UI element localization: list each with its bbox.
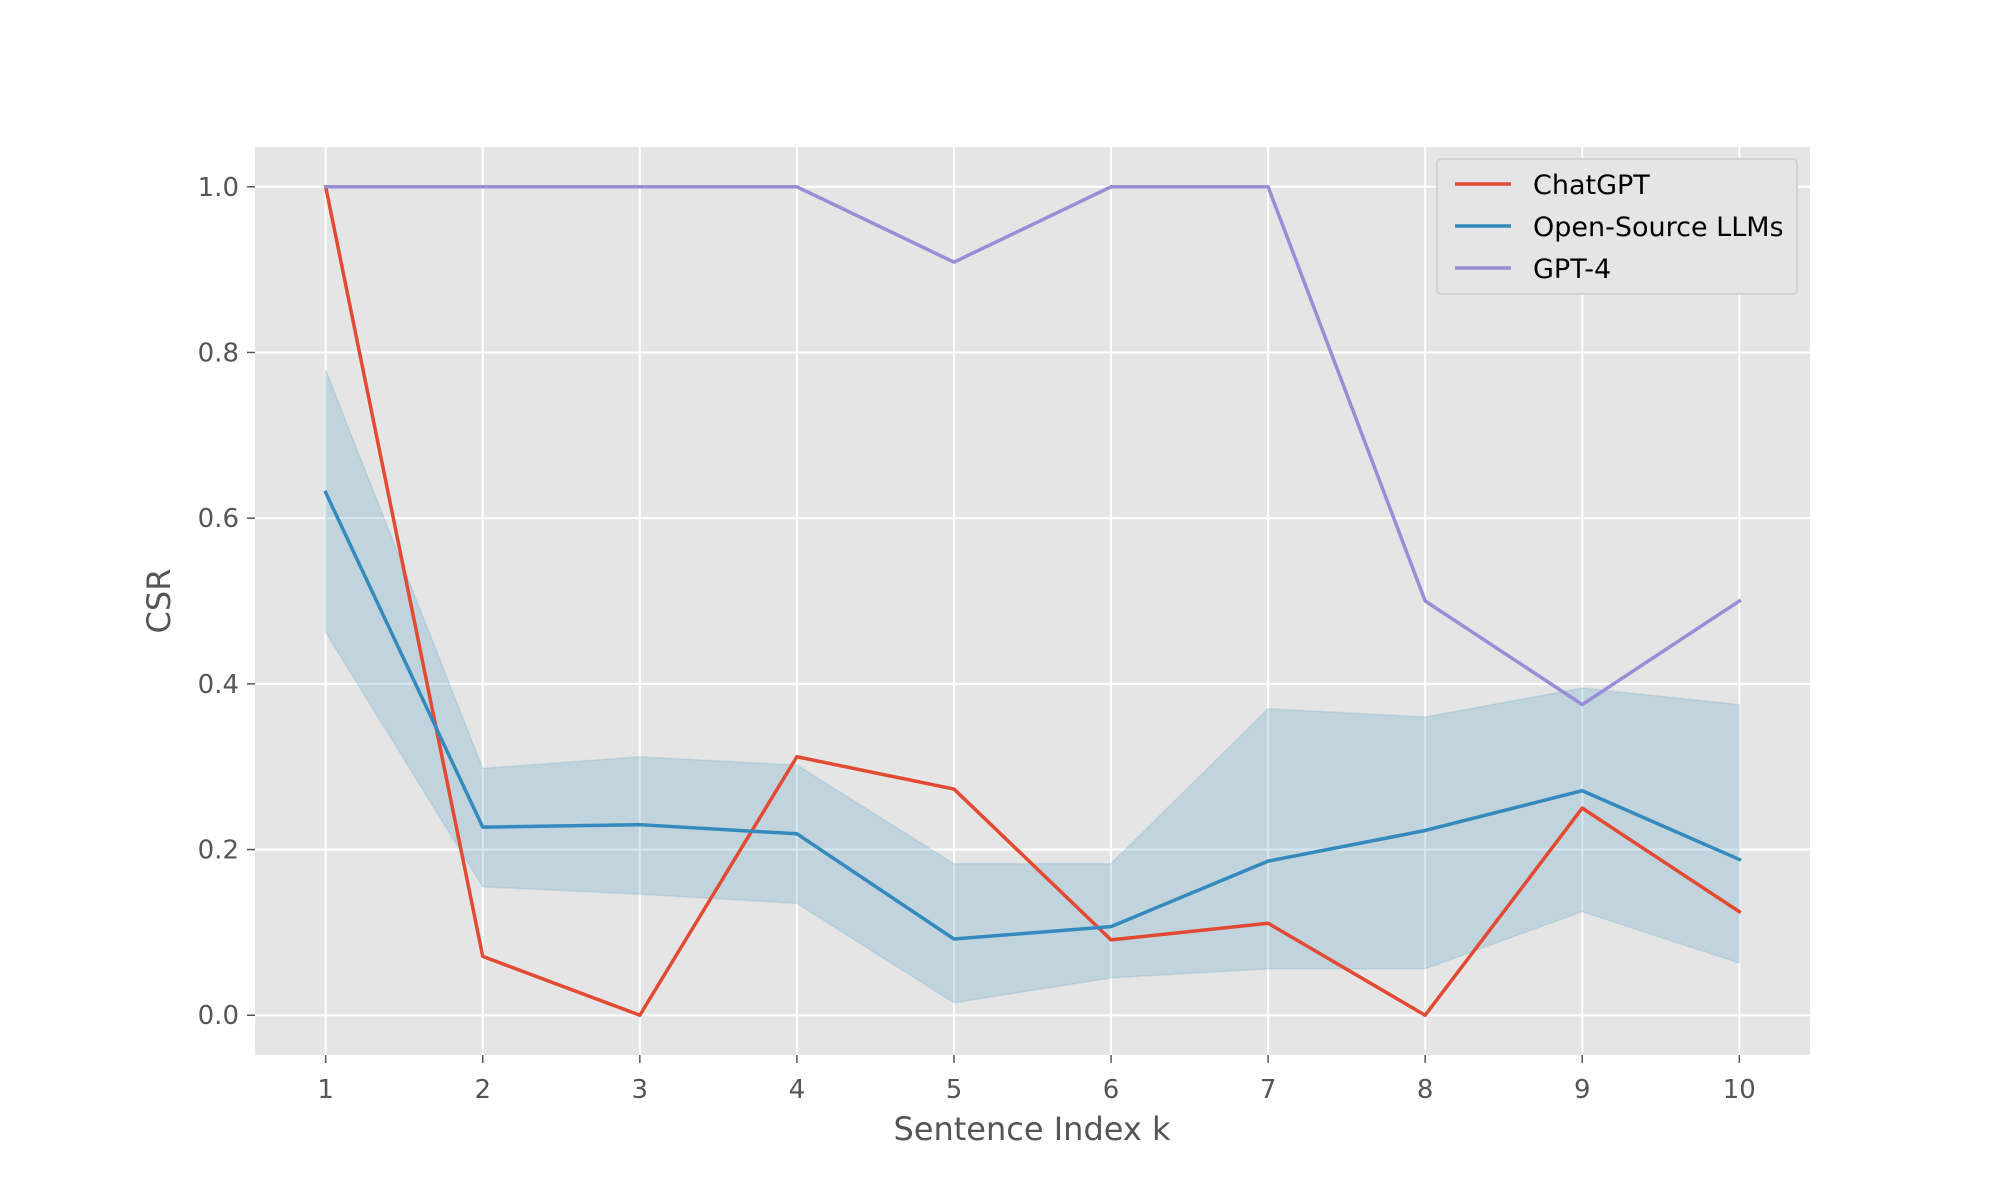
series-line	[323, 185, 1742, 707]
x-tick-label: 4	[789, 1075, 806, 1105]
y-tick-label: 0.4	[198, 670, 239, 700]
x-tick-label: 8	[1417, 1075, 1434, 1105]
plot-background	[255, 147, 1810, 1055]
y-tick-label: 1.0	[198, 173, 239, 203]
confidence-band	[324, 369, 1741, 1004]
legend-label: GPT-4	[1533, 254, 1611, 285]
x-tick-label: 9	[1574, 1075, 1591, 1105]
y-tick-label: 0.8	[198, 338, 239, 368]
y-tick-label: 0.0	[198, 1001, 239, 1031]
x-tick-label: 10	[1723, 1075, 1756, 1105]
legend-label: ChatGPT	[1533, 170, 1650, 201]
y-tick-label: 0.2	[198, 836, 239, 866]
x-tick-label: 5	[946, 1075, 963, 1105]
y-tick-label: 0.6	[198, 504, 239, 534]
x-tick-label: 2	[474, 1075, 491, 1105]
x-tick-label: 6	[1103, 1075, 1120, 1105]
x-tick-label: 3	[632, 1075, 649, 1105]
legend-box	[1436, 158, 1798, 295]
x-tick-label: 1	[317, 1075, 334, 1105]
series-lines	[323, 184, 1742, 1017]
y-axis-label: CSR	[140, 569, 178, 634]
x-tick-label: 7	[1260, 1075, 1277, 1105]
x-axis-ticks: 1 2 3 4 5 6 7 8 9 10	[317, 1055, 1756, 1105]
confidence-bands	[324, 369, 1741, 1004]
series-line	[323, 184, 1742, 1017]
x-axis-label: Sentence Index k	[893, 1110, 1171, 1148]
series-line	[323, 490, 1742, 941]
legend: ChatGPT Open-Source LLMs GPT-4	[1436, 158, 1798, 295]
legend-label: Open-Source LLMs	[1533, 212, 1784, 243]
y-axis-ticks: 0.0 0.2 0.4 0.6 0.8 1.0	[198, 173, 255, 1031]
